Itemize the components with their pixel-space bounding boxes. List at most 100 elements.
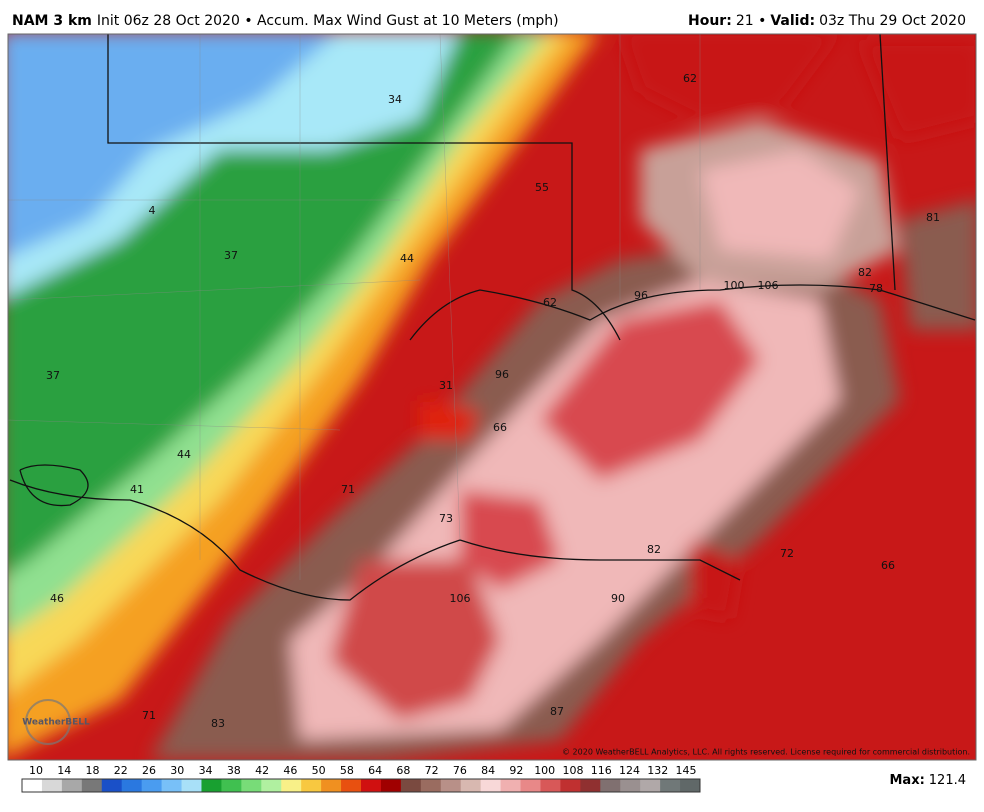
max-label: Max: xyxy=(889,773,924,788)
color-swatch xyxy=(620,779,641,792)
value-label: 34 xyxy=(388,93,402,106)
colorbar-tick-label: 100 xyxy=(534,764,555,777)
value-label: 73 xyxy=(439,512,453,525)
color-swatch xyxy=(281,779,302,792)
colorbar-tick-label: 26 xyxy=(142,764,156,777)
colorbar-tick-label: 58 xyxy=(340,764,354,777)
value-label: 71 xyxy=(142,709,156,722)
value-label: 82 xyxy=(858,266,872,279)
colorbar-tick-label: 108 xyxy=(562,764,583,777)
color-swatch xyxy=(420,779,442,792)
color-swatch xyxy=(301,779,322,792)
colorbar-frame xyxy=(21,778,701,793)
color-swatch xyxy=(460,779,482,792)
colorbar-tick-label: 132 xyxy=(647,764,668,777)
value-label: 62 xyxy=(683,72,697,85)
logo: WeatherBELL xyxy=(22,699,90,745)
color-swatch xyxy=(520,779,541,792)
hour: 21 • xyxy=(736,13,767,29)
color-swatch xyxy=(660,779,681,792)
map-frame xyxy=(7,33,977,761)
model: NAM 3 km xyxy=(12,13,92,29)
boundaries xyxy=(9,34,976,601)
valid: 03z Thu 29 Oct 2020 xyxy=(819,13,966,29)
colorbar-tick-label: 46 xyxy=(283,764,297,777)
colorbar-tick-label: 14 xyxy=(57,764,71,777)
value-label: 96 xyxy=(495,368,509,381)
colorbar-tick-label: 30 xyxy=(170,764,184,777)
colorbar-tick-label: 124 xyxy=(619,764,640,777)
value-label: 90 xyxy=(611,592,625,605)
color-swatch xyxy=(61,779,83,792)
color-swatch xyxy=(41,779,63,792)
color-swatch xyxy=(540,779,561,792)
color-swatch xyxy=(400,779,422,792)
description: Init 06z 28 Oct 2020 • Accum. Max Wind G… xyxy=(97,13,559,29)
colorbar-tick-label: 42 xyxy=(255,764,269,777)
value-label: 71 xyxy=(341,483,355,496)
color-swatch xyxy=(22,779,43,792)
value-label: 82 xyxy=(647,543,661,556)
value-label: 4 xyxy=(149,204,156,217)
value-label: 87 xyxy=(550,705,564,718)
colorbar-tick-label: 116 xyxy=(591,764,612,777)
color-swatch xyxy=(380,779,402,792)
colorbar-tick-label: 38 xyxy=(227,764,241,777)
value-label: 96 xyxy=(634,289,648,302)
colorbar-tick-label: 50 xyxy=(312,764,326,777)
color-swatch xyxy=(440,779,462,792)
colorbar-tick-label: 145 xyxy=(676,764,697,777)
value-label: 81 xyxy=(926,211,940,224)
value-label: 106 xyxy=(450,592,471,605)
map: 34 62 55 4 37 44 81 82 78 100 106 96 62 37 31 96 66 44 41 7… xyxy=(8,34,976,760)
colorbar-tick-label: 10 xyxy=(29,764,43,777)
value-label: 37 xyxy=(224,249,238,262)
colorbar-tick-label: 72 xyxy=(425,764,439,777)
color-swatch xyxy=(341,779,362,792)
value-label: 44 xyxy=(400,252,414,265)
value-label: 55 xyxy=(535,181,549,194)
value-label: 31 xyxy=(439,379,453,392)
color-swatch xyxy=(500,779,522,792)
value-label: 44 xyxy=(177,448,191,461)
color-swatch xyxy=(161,779,183,792)
value-label: 83 xyxy=(211,717,225,730)
value-label: 106 xyxy=(758,279,779,292)
color-swatch xyxy=(580,779,601,792)
valid-label: Valid: xyxy=(770,13,815,29)
color-swatch xyxy=(121,779,143,792)
header-right: Hour: 21 • Valid: 03z Thu 29 Oct 2020 xyxy=(688,13,966,29)
color-swatch xyxy=(101,779,123,792)
header-left: NAM 3 km Init 06z 28 Oct 2020 • Accum. Ma… xyxy=(12,13,559,29)
color-swatch xyxy=(600,779,621,792)
value-label: 37 xyxy=(46,369,60,382)
value-label: 78 xyxy=(869,282,883,295)
colorbar-tick-label: 84 xyxy=(481,764,495,777)
max-value: 121.4 xyxy=(929,773,966,788)
max: Max: 121.4 xyxy=(889,773,966,788)
colorbar-tick-label: 64 xyxy=(368,764,382,777)
color-swatch xyxy=(361,779,382,792)
colorbar-tick-label: 92 xyxy=(509,764,523,777)
colorbar-tick-label: 22 xyxy=(114,764,128,777)
color-swatch xyxy=(560,779,581,792)
county-lines xyxy=(8,34,701,580)
color-swatch xyxy=(680,779,701,792)
colorbar-tick-label: 68 xyxy=(396,764,410,777)
color-swatch xyxy=(640,779,661,792)
color-swatch xyxy=(321,779,342,792)
value-label: 100 xyxy=(724,279,745,292)
color-swatch xyxy=(181,779,202,792)
value-label: 46 xyxy=(50,592,64,605)
value-label: 62 xyxy=(543,296,557,309)
color-swatch xyxy=(261,779,282,792)
color-swatch xyxy=(201,779,222,792)
color-swatch xyxy=(241,779,262,792)
colorbar-tick-label: 18 xyxy=(86,764,100,777)
colorbar-tick-label: 34 xyxy=(199,764,213,777)
value-label: 66 xyxy=(881,559,895,572)
hour-label: Hour: xyxy=(688,13,732,29)
color-swatch xyxy=(221,779,242,792)
colorbar: 10 14 18 22 26 30 34 38 42 46 50 58 64 68 72 76 84 92 100 1… xyxy=(21,764,701,793)
